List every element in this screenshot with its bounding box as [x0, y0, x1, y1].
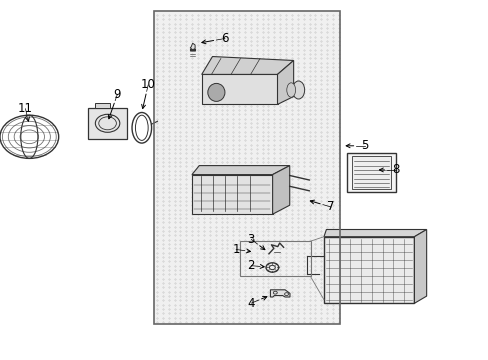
Text: 11: 11: [18, 102, 33, 115]
Bar: [95, 103, 110, 108]
Text: 6: 6: [221, 32, 228, 45]
FancyBboxPatch shape: [351, 156, 390, 189]
Text: 9: 9: [113, 88, 121, 101]
Bar: [88, 108, 127, 139]
Polygon shape: [277, 60, 293, 104]
FancyBboxPatch shape: [346, 153, 395, 192]
Bar: [154, 11, 339, 324]
Text: 7: 7: [326, 201, 334, 213]
Polygon shape: [270, 290, 289, 297]
Polygon shape: [191, 175, 272, 214]
Text: 10: 10: [141, 78, 155, 91]
Text: 1: 1: [232, 243, 240, 256]
Text: 2: 2: [247, 259, 255, 272]
Polygon shape: [414, 230, 426, 303]
Text: 8: 8: [391, 163, 399, 176]
Bar: [154, 11, 339, 324]
Bar: [239, 241, 310, 276]
Ellipse shape: [292, 81, 304, 99]
Polygon shape: [201, 57, 293, 75]
Bar: [323, 237, 414, 303]
Polygon shape: [272, 166, 289, 214]
Polygon shape: [201, 75, 277, 104]
Ellipse shape: [207, 84, 224, 102]
Polygon shape: [191, 166, 289, 175]
Text: 5: 5: [361, 139, 368, 152]
Polygon shape: [323, 230, 426, 237]
Text: 3: 3: [247, 233, 255, 246]
Text: 4: 4: [247, 297, 255, 310]
Polygon shape: [190, 43, 195, 50]
Ellipse shape: [286, 83, 295, 97]
